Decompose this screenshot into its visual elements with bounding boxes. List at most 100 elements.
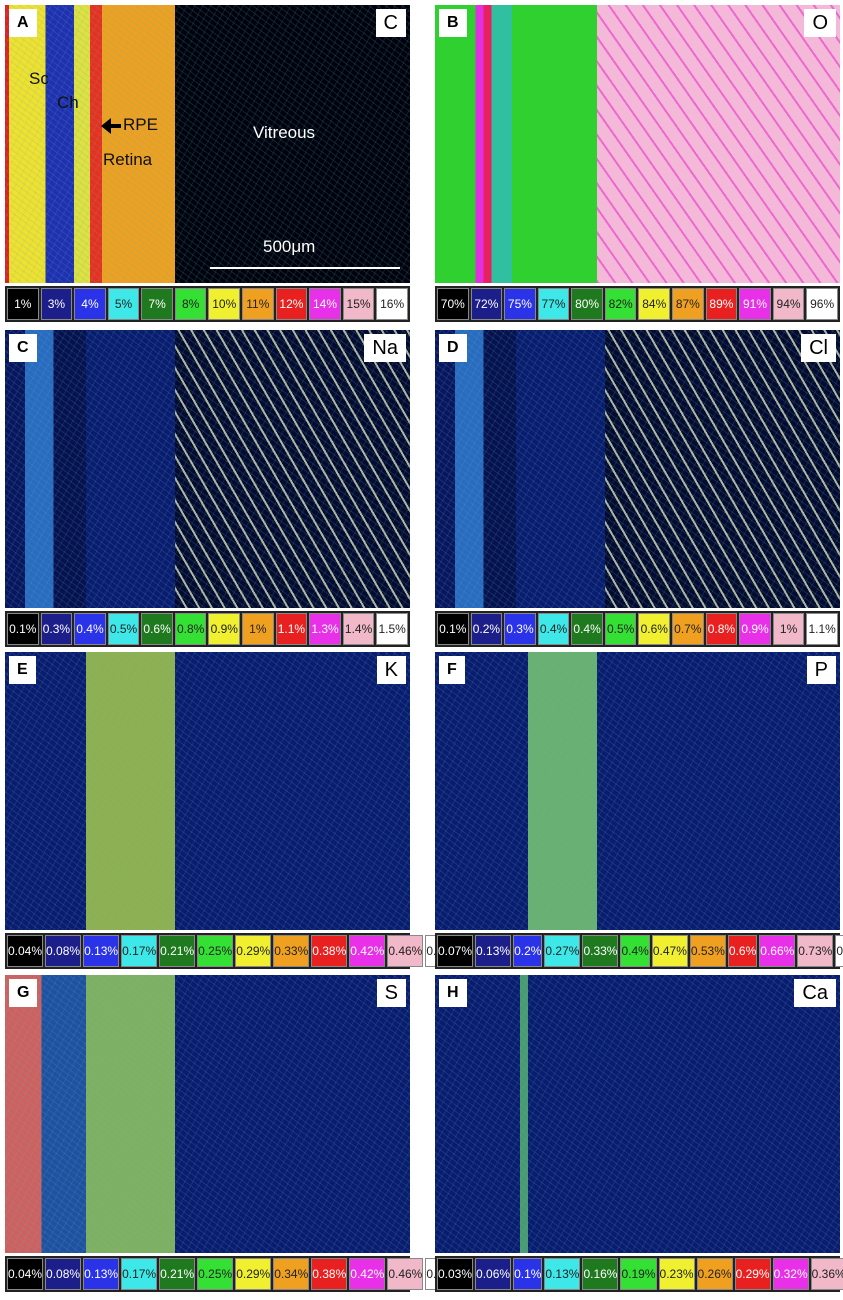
legend-entry: 0.06%: [475, 1258, 512, 1290]
panel: F P 0.07% 0.13% 0.2% 0.27% 0.33% 0.4% 0.47% 0.53%…: [435, 652, 843, 970]
panel-letter: D: [439, 334, 467, 362]
legend-entry: 0.6%: [638, 613, 671, 645]
legend-entry: 0.47%: [651, 935, 688, 967]
legend-entry: 0.17%: [121, 935, 158, 967]
legend-entry: 0.42%: [349, 935, 386, 967]
legend-entry: 0.08%: [45, 935, 82, 967]
legend-entry: 0.8%: [174, 613, 207, 645]
legend-entry: 75%: [504, 288, 536, 320]
legend-entry: 0.21%: [159, 935, 196, 967]
legend-entry: 0.21%: [159, 1258, 196, 1290]
legend-entry: 0.9%: [739, 613, 771, 645]
legend-entry: 0.8%: [835, 935, 843, 967]
legend-entry: 0.23%: [658, 1258, 695, 1290]
legend-entry: 0.33%: [273, 935, 310, 967]
legend-entry: 0.3%: [40, 613, 73, 645]
color-legend: 0.1% 0.3% 0.4% 0.5% 0.6% 0.8% 0.9% 1% 1.1% 1.3% 1.…: [5, 611, 410, 647]
panel: B O 70% 72% 75% 77% 80% 82% 84% 87% 89% 91% 94% 96%: [435, 5, 840, 323]
element-map: [435, 330, 840, 608]
element-label: Ca: [794, 979, 836, 1007]
map-texture: [5, 975, 410, 1253]
legend-entry: 5%: [107, 288, 140, 320]
legend-entry: 0.13%: [83, 935, 120, 967]
element-label: P: [806, 656, 836, 684]
legend-entry: 0.25%: [197, 935, 234, 967]
legend-entry: 0.4%: [537, 613, 570, 645]
legend-entry: 84%: [638, 288, 671, 320]
panel: H Ca 0.03% 0.06% 0.1% 0.13% 0.16% 0.19% 0.23% 0.2…: [435, 975, 843, 1293]
legend-entry: 0.32%: [772, 1258, 809, 1290]
legend-entry: 1%: [242, 613, 274, 645]
panel-letter: H: [439, 979, 467, 1007]
legend-entry: 14%: [309, 288, 341, 320]
panel: G S 0.04% 0.08% 0.13% 0.17% 0.21% 0.25% 0.29% 0.3…: [5, 975, 455, 1293]
color-legend: 0.07% 0.13% 0.2% 0.27% 0.33% 0.4% 0.47% 0.53% 0.…: [435, 933, 843, 969]
legend-entry: 0.66%: [759, 935, 796, 967]
element-label: Na: [364, 334, 406, 362]
map-texture: [5, 330, 410, 608]
element-map: [435, 5, 840, 283]
legend-entry: 0.03%: [437, 1258, 474, 1290]
legend-entry: 0.29%: [235, 1258, 272, 1290]
legend-entry: 0.2%: [513, 935, 543, 967]
legend-entry: 0.16%: [582, 1258, 619, 1290]
color-legend: 1% 3% 4% 5% 7% 8% 10% 11% 12% 14% 15% 16%: [5, 286, 410, 322]
legend-entry: 1.1%: [806, 613, 838, 645]
map-texture: [435, 5, 840, 283]
legend-entry: 0.1%: [513, 1258, 543, 1290]
color-legend: 70% 72% 75% 77% 80% 82% 84% 87% 89% 91% 94% 96%: [435, 286, 840, 322]
legend-entry: 0.4%: [571, 613, 603, 645]
element-label: S: [376, 979, 406, 1007]
scale-bar: [210, 267, 400, 269]
map-texture: [435, 652, 840, 930]
legend-entry: 1%: [772, 613, 805, 645]
legend-entry: 0.73%: [797, 935, 834, 967]
element-label: C: [375, 9, 406, 37]
element-label: Cl: [801, 334, 836, 362]
legend-entry: 0.1%: [7, 613, 39, 645]
legend-entry: 0.19%: [620, 1258, 657, 1290]
legend-entry: 12%: [275, 288, 308, 320]
legend-entry: 0.13%: [544, 1258, 581, 1290]
legend-entry: 4%: [74, 288, 106, 320]
color-legend: 0.04% 0.08% 0.13% 0.17% 0.21% 0.25% 0.29% 0.34%…: [5, 1256, 455, 1292]
color-legend: 0.03% 0.06% 0.1% 0.13% 0.16% 0.19% 0.23% 0.26% 0…: [435, 1256, 843, 1292]
panel: D Cl 0.1% 0.2% 0.3% 0.4% 0.4% 0.5% 0.6% 0.7% 0.8% 0…: [435, 330, 840, 648]
panel-letter: C: [9, 334, 37, 362]
legend-entry: 0.1%: [437, 613, 469, 645]
legend-entry: 16%: [376, 288, 408, 320]
legend-entry: 89%: [705, 288, 738, 320]
legend-entry: 91%: [739, 288, 771, 320]
legend-entry: 0.38%: [311, 935, 348, 967]
panel: C Na 0.1% 0.3% 0.4% 0.5% 0.6% 0.8% 0.9% 1% 1.1% 1.3…: [5, 330, 410, 648]
legend-entry: 0.07%: [437, 935, 474, 967]
legend-entry: 0.36%: [810, 1258, 843, 1290]
legend-entry: 1.5%: [376, 613, 408, 645]
legend-entry: 80%: [571, 288, 603, 320]
legend-entry: 0.7%: [672, 613, 704, 645]
map-texture: [435, 975, 840, 1253]
legend-entry: 77%: [537, 288, 570, 320]
legend-entry: 1.1%: [275, 613, 308, 645]
legend-entry: 0.6%: [727, 935, 758, 967]
legend-entry: 1%: [7, 288, 39, 320]
legend-entry: 3%: [40, 288, 73, 320]
color-legend: 0.1% 0.2% 0.3% 0.4% 0.4% 0.5% 0.6% 0.7% 0.8% 0.9%…: [435, 611, 840, 647]
legend-entry: 82%: [604, 288, 637, 320]
legend-entry: 0.13%: [475, 935, 512, 967]
legend-entry: 72%: [470, 288, 503, 320]
legend-entry: 0.6%: [141, 613, 173, 645]
element-map: [5, 5, 410, 283]
legend-entry: 0.42%: [349, 1258, 386, 1290]
panel-letter: G: [9, 979, 38, 1007]
panel-letter: A: [9, 9, 37, 37]
legend-entry: 0.4%: [74, 613, 106, 645]
legend-entry: 0.2%: [470, 613, 503, 645]
element-map: [5, 330, 410, 608]
element-map: [435, 652, 840, 930]
legend-entry: 10%: [208, 288, 241, 320]
annotation: RPE: [123, 115, 158, 134]
map-texture: [5, 5, 410, 283]
legend-entry: 0.4%: [620, 935, 650, 967]
